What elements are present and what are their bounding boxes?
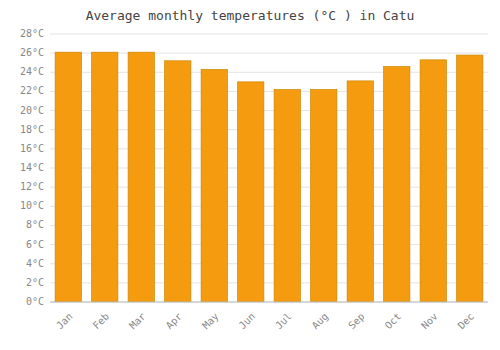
- x-tick-label: Sep: [346, 311, 367, 332]
- y-tick-label: 2°C: [26, 277, 44, 288]
- bar: [457, 55, 483, 302]
- y-tick-label: 6°C: [26, 239, 44, 250]
- y-tick-label: 26°C: [20, 47, 44, 58]
- x-tick-label: Oct: [383, 311, 404, 332]
- y-tick-label: 16°C: [20, 143, 44, 154]
- x-tick-label: Apr: [164, 311, 185, 332]
- y-axis: 0°C 2°C 4°C 6°C 8°C 10°C 12°C 14°C 16°C 18°C 20°C 2…: [20, 28, 488, 307]
- bars: [55, 52, 483, 302]
- x-axis: Jan Feb Mar Apr May Jun Jul Aug Sep Oct Nov Dec: [54, 311, 476, 332]
- x-tick-label: Aug: [310, 311, 331, 332]
- x-tick-label: May: [200, 311, 221, 332]
- y-tick-label: 20°C: [20, 105, 44, 116]
- y-tick-label: 28°C: [20, 28, 44, 39]
- bar: [55, 52, 81, 302]
- y-tick-label: 10°C: [20, 200, 44, 211]
- bar: [238, 82, 264, 302]
- bar: [201, 69, 227, 302]
- grid-line: [50, 34, 488, 35]
- x-tick-label: Jul: [273, 311, 294, 332]
- y-tick-label: 18°C: [20, 124, 44, 135]
- bar: [384, 67, 410, 302]
- bar: [128, 52, 154, 302]
- title: Average monthly temperatures (°C ) in Ca…: [86, 8, 415, 23]
- x-tick-label: Jun: [237, 311, 258, 332]
- chart-container: Average monthly temperatures (°C ) in Ca…: [0, 0, 500, 350]
- y-tick-label: 22°C: [20, 85, 44, 96]
- bar: [165, 61, 191, 302]
- chart: Average monthly temperatures (°C ) in Ca…: [0, 0, 500, 350]
- y-tick-label: 8°C: [26, 219, 44, 230]
- x-tick-label: Jan: [54, 311, 75, 332]
- y-tick-label: 4°C: [26, 258, 44, 269]
- x-tick-label: Feb: [91, 311, 112, 332]
- y-tick-label: 14°C: [20, 162, 44, 173]
- y-tick-label: 0°C: [26, 296, 44, 307]
- bar: [92, 52, 118, 302]
- x-tick-label: Nov: [419, 311, 440, 332]
- grid-line: [50, 302, 488, 303]
- bar: [274, 90, 300, 302]
- bar: [420, 60, 446, 302]
- bar: [311, 90, 337, 302]
- bar: [347, 81, 373, 302]
- x-axis-line: [50, 302, 488, 303]
- y-tick-label: 24°C: [20, 66, 44, 77]
- x-tick-label: Dec: [456, 311, 477, 332]
- x-tick-label: Mar: [127, 311, 148, 332]
- y-tick-label: 12°C: [20, 181, 44, 192]
